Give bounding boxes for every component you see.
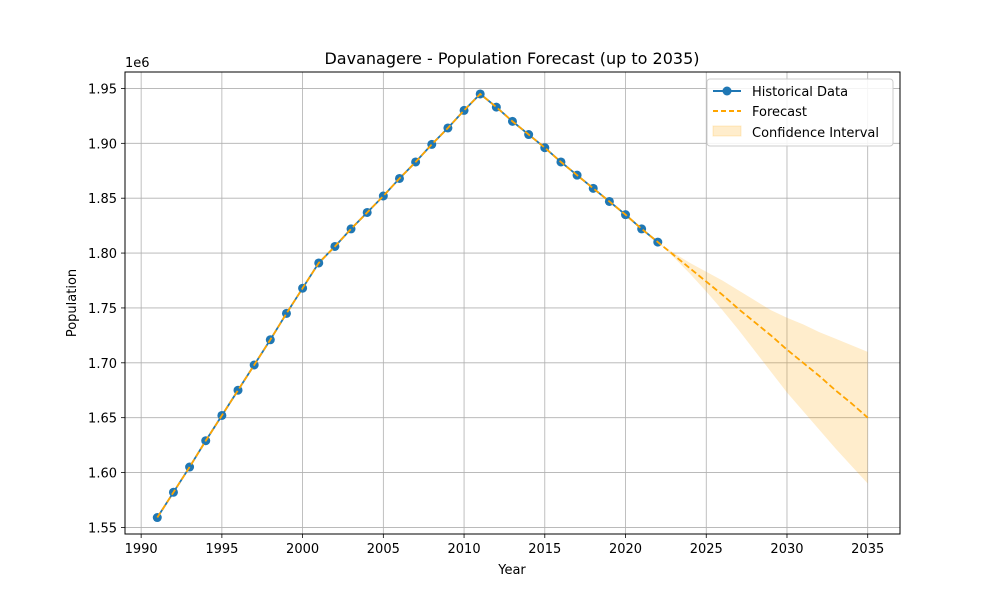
x-tick-label: 2015 [528, 542, 561, 557]
y-tick-label: 1.75 [88, 302, 117, 317]
y-tick-label: 1.55 [88, 521, 117, 536]
y-tick-label: 1.70 [88, 357, 117, 372]
legend: Historical Data Forecast Confidence Inte… [706, 78, 894, 147]
y-tick-label: 1.85 [88, 192, 117, 207]
x-tick-label: 2000 [286, 542, 319, 557]
forecast-line [156, 92, 869, 519]
confidence-band [657, 242, 868, 484]
legend-forecast-label: Forecast [752, 105, 807, 120]
historical-data-point [281, 308, 291, 318]
plot-frame [124, 71, 901, 535]
legend-historical-label: Historical Data [752, 85, 848, 100]
forecast-data-line [156, 92, 869, 519]
x-tick-label: 2025 [690, 542, 723, 557]
x-tick-label: 2030 [770, 542, 803, 557]
y-tick-label: 1.80 [88, 247, 117, 262]
y-axis-multiplier: 1e6 [125, 56, 150, 71]
y-tick-label: 1.60 [88, 467, 117, 482]
y-tick-label: 1.95 [88, 82, 117, 97]
y-tick-label: 1.65 [88, 412, 117, 427]
legend-confidence-label: Confidence Interval [752, 126, 879, 141]
legend-confidence-swatch [712, 125, 742, 137]
confidence-interval-area [657, 242, 868, 484]
x-tick-label: 2010 [448, 542, 481, 557]
y-axis-ticks: 1.55 1.60 1.65 1.70 1.75 1.80 1.85 1.90 1.95 [88, 82, 125, 536]
y-tick-label: 1.90 [88, 137, 117, 152]
chart-title: Davanagere - Population Forecast (up to … [324, 49, 699, 68]
x-axis-label: Year [497, 563, 526, 578]
x-tick-label: 2005 [367, 542, 400, 557]
x-tick-label: 2020 [609, 542, 642, 557]
x-tick-label: 2035 [851, 542, 884, 557]
y-axis-label: Population [65, 269, 80, 337]
x-tick-label: 1990 [125, 542, 158, 557]
legend-box [706, 78, 894, 147]
x-axis-ticks: 1990 1995 2000 2005 2010 2015 2020 2025 2030 2035 [125, 534, 884, 557]
x-tick-label: 1995 [205, 542, 238, 557]
legend-historical-marker [722, 86, 732, 96]
historical-data-point [233, 385, 243, 395]
